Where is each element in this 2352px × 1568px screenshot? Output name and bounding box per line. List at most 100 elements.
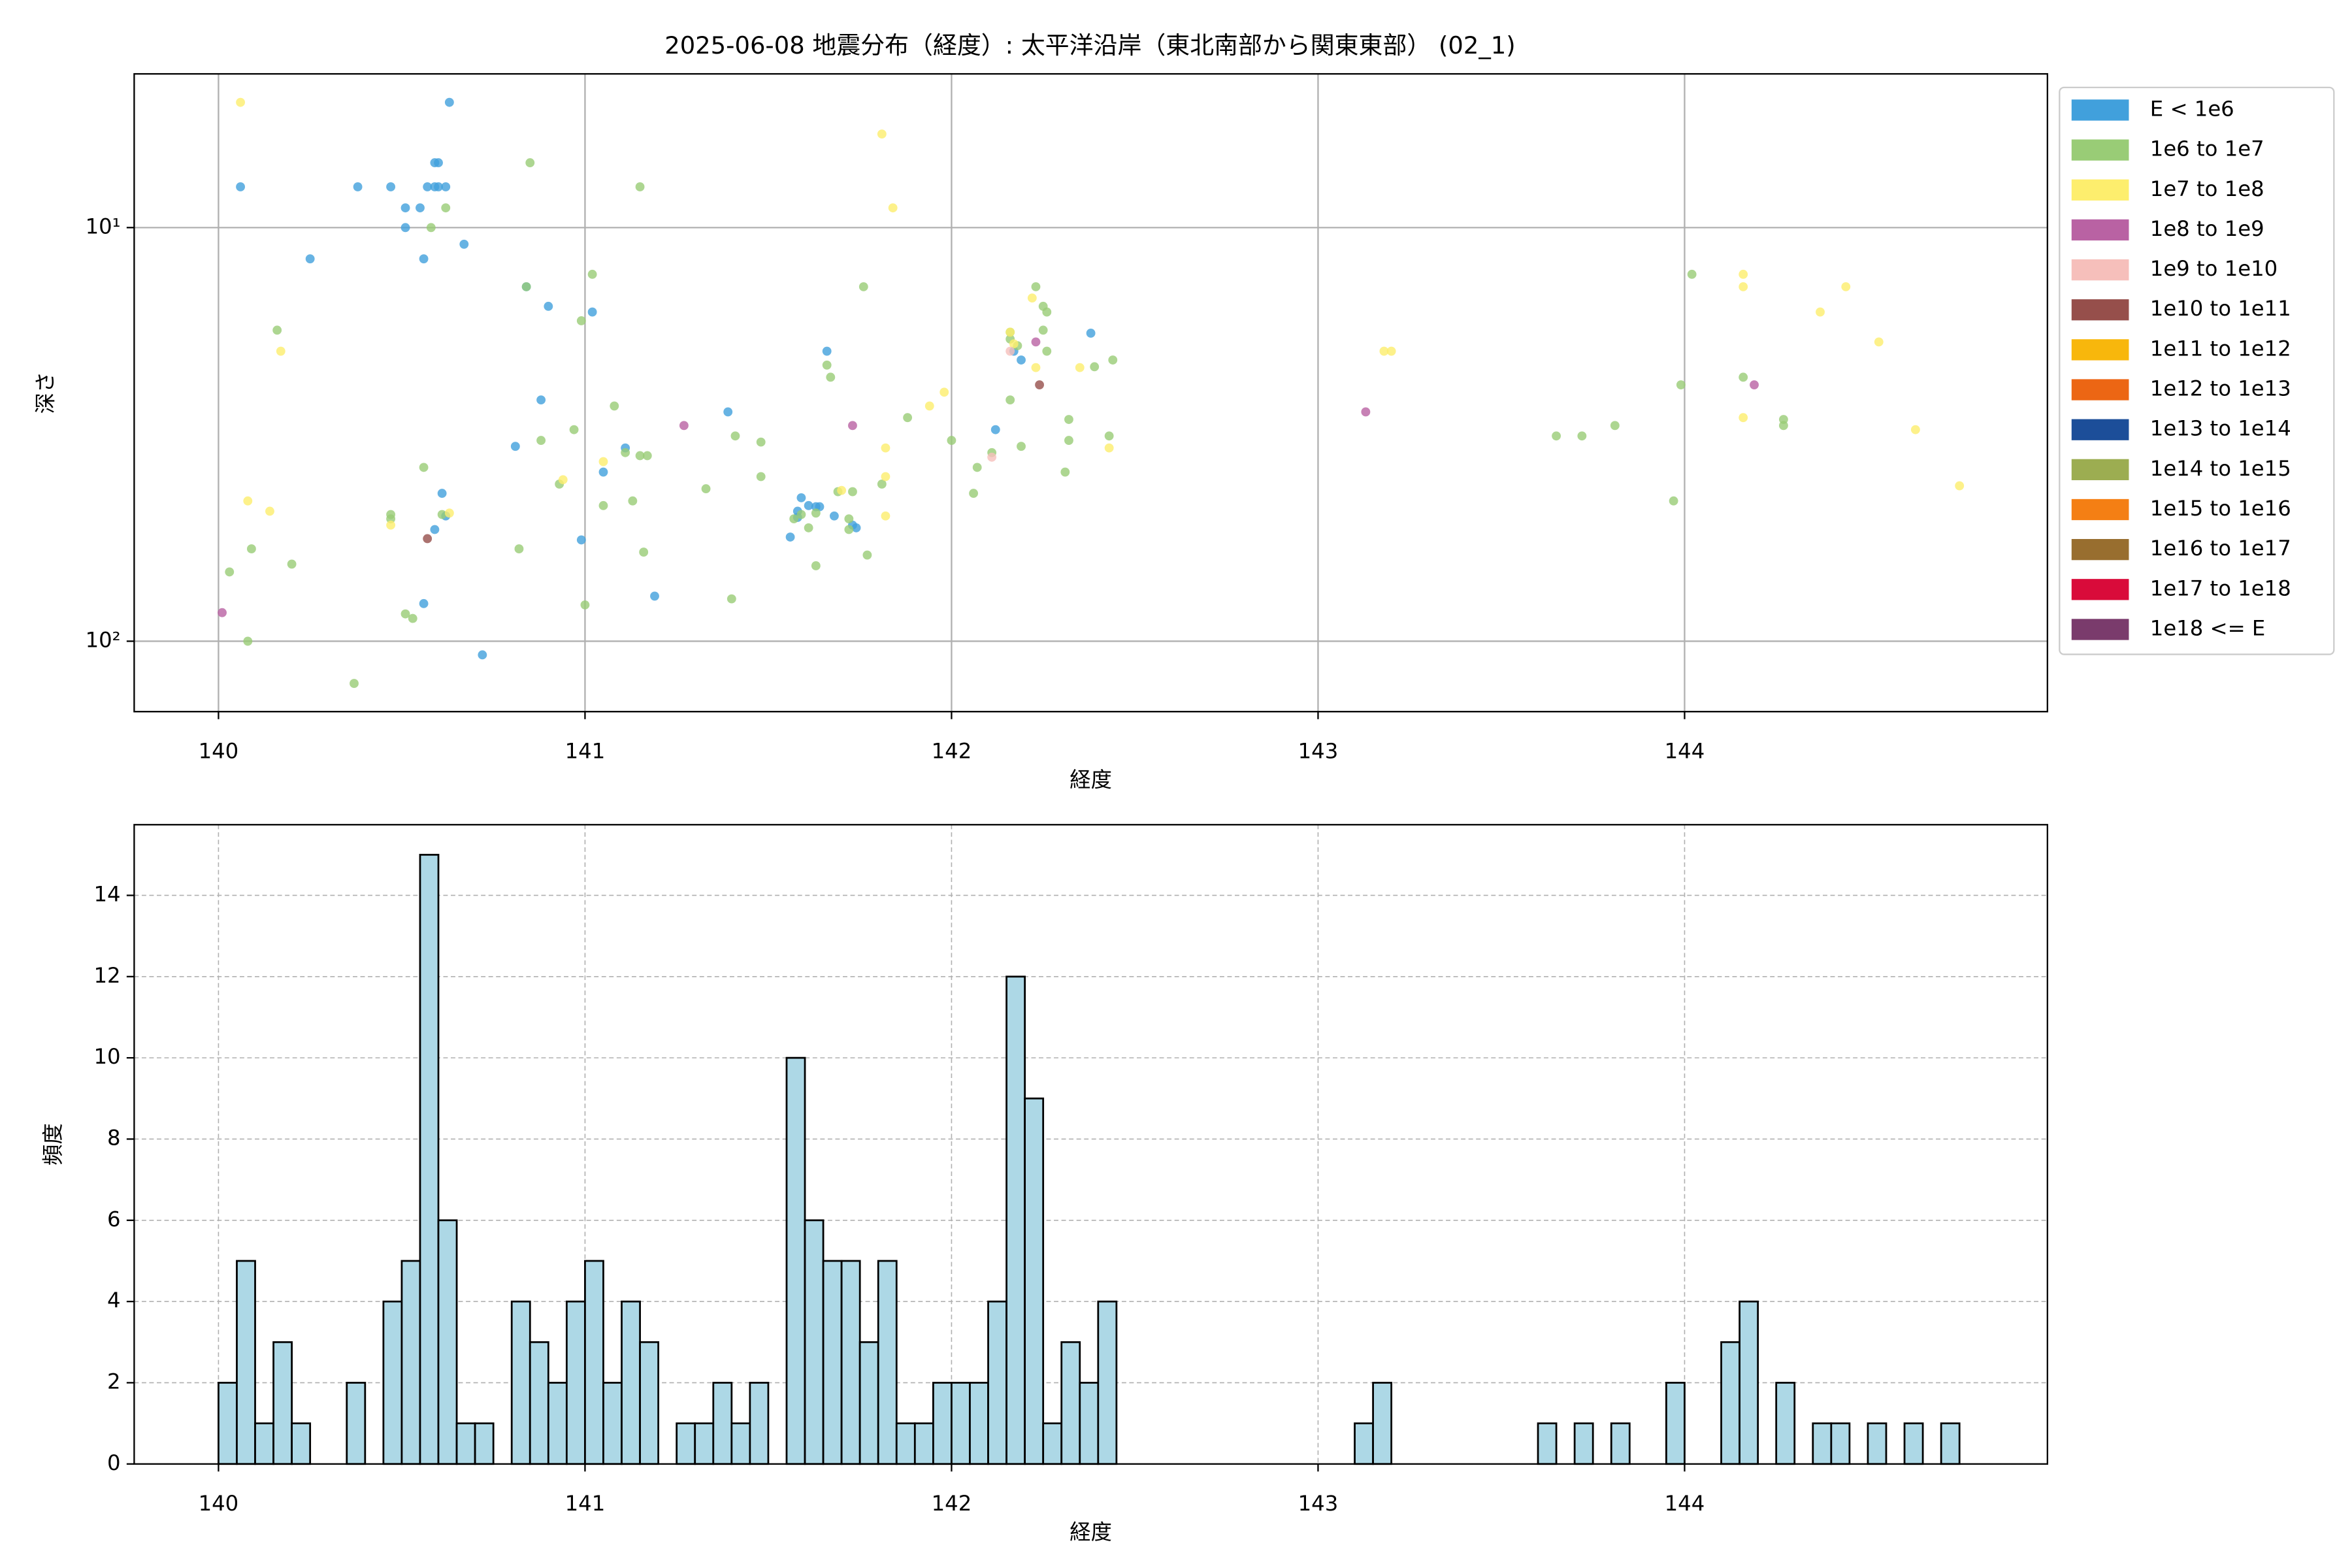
scatter-point [1064, 415, 1073, 424]
scatter-point [386, 182, 396, 191]
scatter-point [580, 600, 590, 610]
scatter-point [243, 636, 253, 646]
scatter-point [844, 525, 854, 534]
scatter-point [1075, 363, 1085, 372]
legend-label: 1e12 to 1e13 [2150, 376, 2291, 401]
scatter-point [1955, 481, 1965, 491]
scatter-point [837, 485, 847, 495]
legend-label: 1e6 to 1e7 [2150, 137, 2264, 161]
scatter-point [1060, 467, 1070, 477]
scatter-point [408, 613, 417, 623]
scatter-point [1687, 269, 1697, 279]
scatter-point [1009, 339, 1019, 349]
legend-box [2059, 86, 2335, 655]
legend-swatch [2071, 498, 2129, 521]
legend-swatch [2071, 339, 2129, 361]
scatter-point [727, 594, 736, 604]
scatter-point [1610, 421, 1620, 431]
scatter-point [434, 158, 443, 168]
scatter-point [1577, 431, 1587, 441]
histogram-bar [895, 1422, 916, 1465]
scatter-point [1750, 380, 1759, 389]
scatter-point [400, 203, 410, 213]
scatter-point [796, 510, 806, 519]
scatter-point [598, 457, 608, 466]
scatter-point [416, 203, 425, 213]
scatter-point [785, 532, 795, 542]
scatter-point [576, 535, 586, 545]
scatter-point [1005, 346, 1015, 356]
scatter-point [1739, 372, 1748, 382]
scatter-point [1104, 443, 1114, 453]
scatter-point [924, 401, 934, 411]
scatter-point [521, 282, 531, 291]
scatter-point [587, 269, 597, 279]
scatter-point [730, 431, 740, 441]
y-tick-label: 6 [107, 1207, 121, 1232]
scatter-point [478, 650, 487, 660]
scatter-point [1552, 431, 1561, 441]
legend-swatch [2071, 619, 2129, 640]
histogram-bar [1354, 1422, 1374, 1465]
x-tick-label: 144 [1665, 739, 1705, 764]
scatter-point [1739, 269, 1748, 279]
scatter-point [1108, 355, 1118, 365]
y-tick-label: 2 [107, 1369, 121, 1394]
scatter-point [877, 480, 887, 489]
scatter-point [386, 520, 396, 530]
scatter-point [881, 443, 890, 453]
histogram-bar [218, 1382, 238, 1465]
legend-swatch [2071, 179, 2129, 201]
histogram-bar [1867, 1422, 1887, 1465]
scatter-point [246, 544, 256, 553]
scatter-point [858, 282, 868, 291]
scatter-point [947, 436, 956, 446]
x-tick-label: 141 [565, 1491, 606, 1516]
x-tick-label: 143 [1298, 1491, 1339, 1516]
scatter-point [877, 129, 887, 139]
legend-swatch [2071, 379, 2129, 400]
histogram-bar [1024, 1097, 1045, 1465]
scatter-point [598, 467, 608, 477]
histogram-bar [932, 1382, 953, 1465]
scatter-point [848, 421, 857, 431]
y-tick-label: 10 [94, 1044, 121, 1069]
scatter-point [1104, 431, 1114, 441]
histogram-bar [272, 1341, 293, 1465]
histogram-bar [858, 1341, 879, 1465]
scatter-point [441, 182, 451, 191]
scatter-point [225, 567, 235, 577]
histogram-bar [474, 1422, 495, 1465]
legend-swatch [2071, 579, 2129, 600]
scatter-point [862, 550, 872, 560]
scatter-point [701, 484, 711, 494]
histogram-bar [951, 1382, 971, 1465]
scatter-point [419, 254, 429, 264]
scatter-point [610, 401, 619, 411]
histogram-bar [1720, 1341, 1740, 1465]
legend-label: 1e10 to 1e11 [2150, 296, 2291, 321]
x-tick-label: 142 [932, 739, 972, 764]
legend-swatch [2071, 299, 2129, 321]
histogram-bar [565, 1300, 586, 1465]
legend-swatch [2071, 539, 2129, 561]
legend-label: 1e8 to 1e9 [2150, 216, 2264, 241]
scatter-point [789, 514, 799, 524]
scatter-point [1035, 380, 1044, 389]
scatter-point [437, 489, 447, 498]
scatter-point [1739, 413, 1748, 423]
scatter-point [679, 421, 689, 431]
histogram-bar [547, 1382, 568, 1465]
legend-swatch [2071, 139, 2129, 161]
scatter-point [826, 372, 836, 382]
scatter-point [650, 591, 659, 601]
histogram-bar [877, 1260, 898, 1465]
legend-label: E < 1e6 [2150, 96, 2234, 121]
histogram-bar [1775, 1382, 1796, 1465]
scatter-point [1031, 363, 1041, 372]
histogram-bar [455, 1422, 476, 1465]
legend-label: 1e17 to 1e18 [2150, 576, 2291, 600]
scatter-point [1038, 325, 1048, 335]
plot-frame [133, 824, 2048, 1465]
